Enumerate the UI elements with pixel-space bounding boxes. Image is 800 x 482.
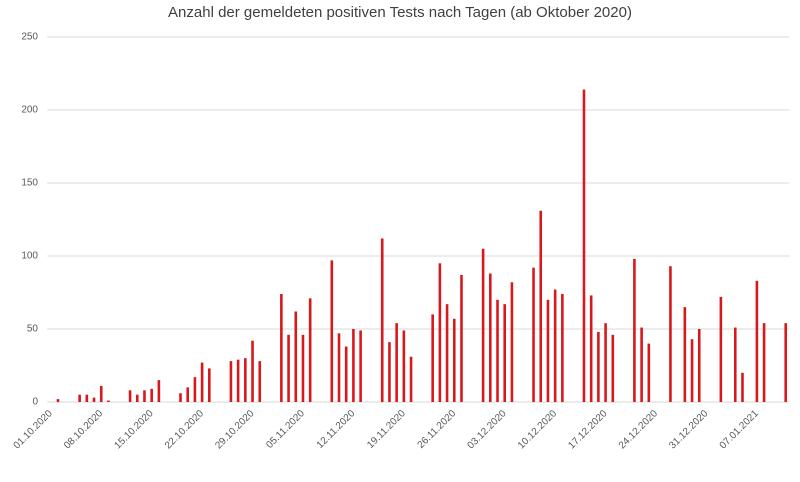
bar bbox=[409, 356, 413, 402]
bar bbox=[589, 295, 593, 402]
x-tick-label: 03.12.2020 bbox=[466, 408, 509, 451]
bar bbox=[359, 330, 362, 402]
bar bbox=[143, 390, 146, 402]
bar bbox=[352, 329, 355, 402]
bar bbox=[452, 318, 456, 402]
bar bbox=[633, 258, 636, 402]
bar bbox=[647, 343, 651, 402]
x-tick-label: 17.12.2020 bbox=[566, 408, 609, 451]
bar bbox=[251, 340, 254, 402]
bar bbox=[784, 323, 788, 402]
bar bbox=[330, 260, 334, 402]
bar bbox=[445, 304, 449, 402]
bar bbox=[388, 342, 391, 402]
bar bbox=[697, 329, 701, 402]
bar bbox=[107, 400, 110, 402]
bar bbox=[186, 387, 189, 402]
bar bbox=[481, 248, 485, 402]
x-tick-label: 15.10.2020 bbox=[112, 408, 155, 451]
x-tick-label: 08.10.2020 bbox=[62, 408, 105, 451]
bar bbox=[489, 273, 492, 402]
bar bbox=[78, 394, 81, 402]
bar bbox=[431, 314, 434, 402]
x-tick-label: 22.10.2020 bbox=[163, 408, 206, 451]
y-tick-label: 50 bbox=[27, 324, 39, 335]
bar bbox=[294, 311, 298, 402]
x-tick-label: 19.11.2020 bbox=[365, 408, 408, 451]
x-tick-label: 01.10.2020 bbox=[12, 408, 55, 451]
bar bbox=[150, 388, 153, 402]
x-tick-label: 07.01.2021 bbox=[718, 408, 761, 451]
x-tick-label: 31.12.2020 bbox=[667, 408, 710, 451]
bar bbox=[503, 304, 507, 402]
bar bbox=[301, 334, 305, 402]
bar bbox=[741, 372, 744, 402]
bar bbox=[85, 394, 89, 402]
bar bbox=[683, 307, 687, 402]
x-tick-label: 10.12.2020 bbox=[516, 408, 559, 451]
bar bbox=[56, 399, 60, 402]
chart-title: Anzahl der gemeldeten positiven Tests na… bbox=[168, 4, 632, 21]
bar bbox=[208, 368, 211, 402]
bar bbox=[200, 362, 204, 402]
bar bbox=[597, 331, 600, 402]
y-tick-label: 0 bbox=[32, 397, 38, 408]
bar bbox=[690, 339, 694, 402]
bar bbox=[460, 274, 463, 402]
x-tick-label: 05.11.2020 bbox=[264, 408, 307, 451]
bar bbox=[395, 323, 398, 402]
bar bbox=[258, 361, 262, 402]
bar bbox=[669, 266, 672, 402]
bar bbox=[179, 393, 182, 402]
bar bbox=[193, 377, 197, 402]
bar bbox=[561, 293, 564, 402]
bar bbox=[719, 296, 723, 402]
bar bbox=[553, 289, 557, 402]
bar bbox=[92, 397, 96, 402]
bar bbox=[280, 293, 283, 402]
bar bbox=[539, 210, 543, 402]
bar bbox=[640, 327, 643, 402]
x-tick-label: 26.11.2020 bbox=[416, 408, 459, 451]
bar bbox=[244, 358, 247, 402]
y-tick-label: 250 bbox=[21, 32, 38, 43]
bar bbox=[337, 333, 341, 402]
x-tick-label: 24.12.2020 bbox=[617, 408, 660, 451]
bar bbox=[438, 263, 442, 402]
bar bbox=[532, 267, 535, 402]
bar bbox=[287, 334, 290, 402]
bar bbox=[229, 361, 233, 402]
bar bbox=[611, 334, 615, 402]
bar bbox=[308, 298, 312, 402]
bar bbox=[755, 280, 759, 402]
bar bbox=[157, 380, 161, 402]
bar bbox=[496, 299, 499, 402]
bar bbox=[582, 89, 586, 402]
bar bbox=[99, 385, 103, 402]
bar bbox=[733, 327, 737, 402]
x-tick-label: 12.11.2020 bbox=[315, 408, 358, 451]
bar bbox=[380, 238, 384, 402]
bar bbox=[135, 394, 139, 402]
y-tick-label: 100 bbox=[21, 251, 38, 262]
y-tick-label: 200 bbox=[21, 105, 38, 116]
y-tick-label: 150 bbox=[21, 178, 38, 189]
bar bbox=[402, 330, 406, 402]
bar bbox=[128, 390, 132, 402]
x-tick-label: 29.10.2020 bbox=[213, 408, 256, 451]
bar bbox=[344, 346, 348, 402]
bar bbox=[510, 282, 514, 402]
bar bbox=[762, 323, 766, 402]
bar bbox=[546, 299, 550, 402]
bar bbox=[604, 323, 607, 402]
bar bbox=[236, 359, 240, 402]
